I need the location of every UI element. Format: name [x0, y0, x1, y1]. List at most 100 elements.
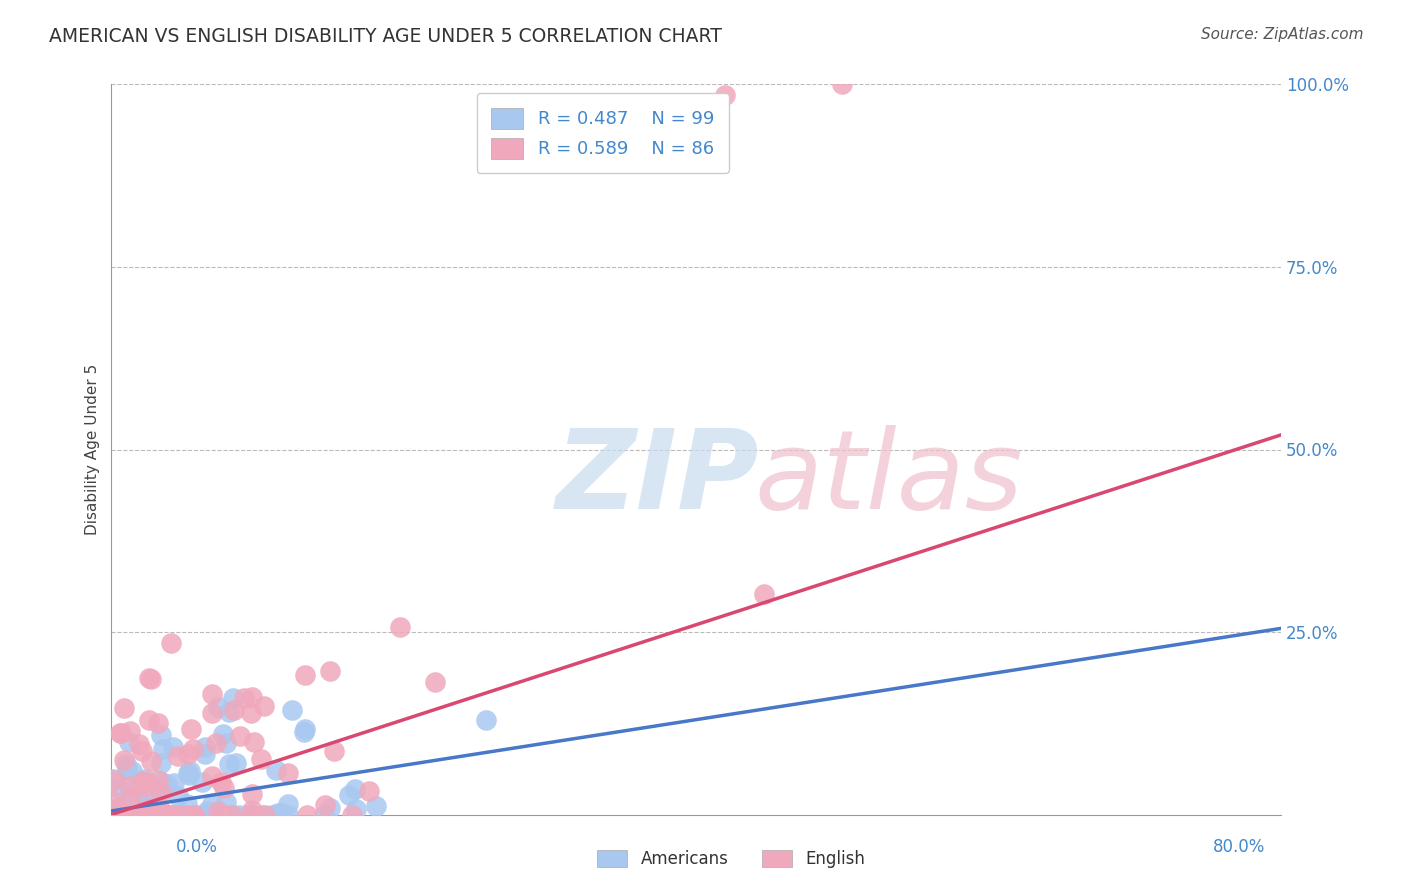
- Point: [221, 807, 243, 822]
- Point: [207, 807, 229, 822]
- Point: [114, 806, 136, 821]
- Point: [134, 772, 156, 786]
- Point: [240, 806, 263, 821]
- Point: [118, 735, 141, 749]
- Point: [228, 729, 250, 743]
- Point: [215, 736, 238, 750]
- Point: [128, 794, 150, 808]
- Point: [754, 587, 776, 601]
- Point: [107, 802, 129, 816]
- Point: [139, 801, 162, 815]
- Point: [103, 802, 125, 816]
- Point: [253, 807, 276, 822]
- Point: [149, 807, 172, 822]
- Point: [104, 807, 127, 822]
- Point: [104, 772, 127, 787]
- Point: [135, 807, 157, 822]
- Point: [115, 762, 138, 776]
- Point: [155, 807, 177, 822]
- Point: [132, 807, 155, 822]
- Point: [176, 797, 198, 811]
- Point: [163, 775, 186, 789]
- Point: [201, 687, 224, 701]
- Point: [238, 807, 260, 822]
- Point: [117, 807, 139, 822]
- Point: [228, 807, 250, 822]
- Point: [205, 736, 228, 750]
- Point: [156, 807, 179, 822]
- Point: [146, 716, 169, 731]
- Point: [145, 807, 167, 822]
- Point: [174, 807, 197, 822]
- Point: [101, 806, 124, 821]
- Point: [145, 807, 167, 822]
- Point: [183, 807, 205, 822]
- Point: [156, 777, 179, 791]
- Point: [242, 690, 264, 705]
- Point: [112, 753, 135, 767]
- Point: [110, 807, 132, 822]
- Point: [166, 748, 188, 763]
- Point: [146, 807, 169, 822]
- Point: [212, 807, 235, 822]
- Point: [252, 698, 274, 713]
- Point: [177, 747, 200, 761]
- Point: [240, 807, 263, 822]
- Point: [122, 807, 145, 822]
- Point: [344, 802, 367, 816]
- Point: [323, 744, 346, 758]
- Point: [160, 635, 183, 649]
- Point: [344, 782, 367, 797]
- Point: [121, 807, 143, 822]
- Point: [128, 807, 150, 822]
- Point: [103, 807, 125, 822]
- Point: [149, 807, 172, 822]
- Point: [212, 781, 235, 796]
- Point: [150, 785, 173, 799]
- Point: [183, 807, 205, 822]
- Point: [295, 807, 318, 822]
- Point: [312, 807, 335, 822]
- Point: [162, 807, 184, 822]
- Point: [131, 744, 153, 758]
- Point: [215, 795, 238, 809]
- Point: [107, 780, 129, 795]
- Point: [118, 790, 141, 805]
- Point: [195, 807, 218, 822]
- Point: [132, 780, 155, 794]
- Point: [233, 690, 256, 705]
- Point: [134, 807, 156, 822]
- Point: [110, 725, 132, 739]
- Point: [146, 801, 169, 815]
- Point: [201, 706, 224, 720]
- Point: [148, 807, 170, 822]
- Point: [240, 803, 263, 817]
- Point: [108, 799, 131, 814]
- Point: [120, 807, 142, 822]
- Point: [264, 763, 287, 777]
- Point: [207, 700, 229, 714]
- Point: [166, 789, 188, 803]
- Text: AMERICAN VS ENGLISH DISABILITY AGE UNDER 5 CORRELATION CHART: AMERICAN VS ENGLISH DISABILITY AGE UNDER…: [49, 27, 723, 45]
- Point: [150, 728, 173, 742]
- Legend: R = 0.487    N = 99, R = 0.589    N = 86: R = 0.487 N = 99, R = 0.589 N = 86: [477, 94, 728, 173]
- Point: [271, 805, 294, 820]
- Point: [114, 807, 136, 822]
- Point: [162, 807, 184, 822]
- Text: 0.0%: 0.0%: [176, 838, 218, 856]
- Point: [191, 807, 214, 822]
- Point: [120, 807, 142, 822]
- Point: [135, 775, 157, 789]
- Point: [280, 703, 302, 717]
- Point: [128, 773, 150, 788]
- Point: [209, 775, 232, 789]
- Point: [146, 773, 169, 788]
- Point: [142, 797, 165, 811]
- Point: [277, 797, 299, 811]
- Point: [183, 807, 205, 822]
- Point: [714, 88, 737, 103]
- Point: [340, 807, 363, 822]
- Point: [250, 807, 273, 822]
- Point: [389, 620, 412, 634]
- Text: Source: ZipAtlas.com: Source: ZipAtlas.com: [1201, 27, 1364, 42]
